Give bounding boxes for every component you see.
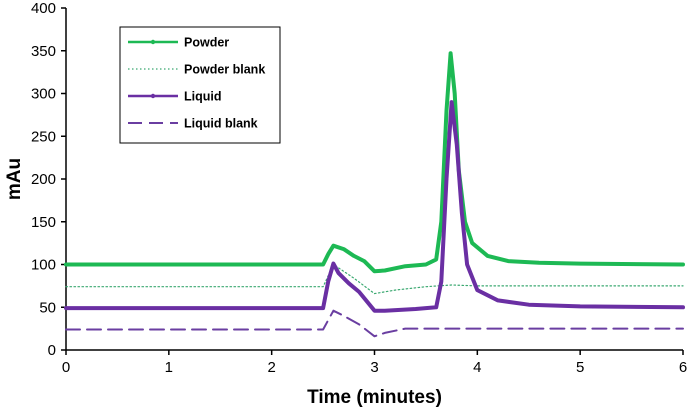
legend-box xyxy=(119,26,281,144)
x-tick-label: 1 xyxy=(165,359,173,376)
legend-marker xyxy=(150,39,156,45)
y-tick-label: 50 xyxy=(39,299,56,316)
legend-label: Liquid xyxy=(184,90,222,104)
series-line-powder xyxy=(64,51,685,274)
y-tick-label: 100 xyxy=(31,257,56,274)
legend-label: Powder xyxy=(184,36,229,50)
series-group xyxy=(64,51,685,338)
y-tick-label: 0 xyxy=(48,342,56,359)
y-tick-label: 300 xyxy=(31,86,56,103)
x-tick-label: 6 xyxy=(679,359,687,376)
y-tick-label: 200 xyxy=(31,171,56,188)
y-tick-label: 150 xyxy=(31,214,56,231)
y-tick-label: 250 xyxy=(31,128,56,145)
y-axis-title: mAu xyxy=(4,158,25,200)
x-tick-label: 0 xyxy=(62,359,70,376)
x-axis-title: Time (minutes) xyxy=(307,387,442,408)
series-line-liquid xyxy=(64,100,685,313)
y-ticks: 0 50 100 150 200 250 300 350 400 xyxy=(31,0,66,359)
x-tick-label: 2 xyxy=(267,359,275,376)
legend-label: Powder blank xyxy=(184,63,265,77)
x-tick-label: 3 xyxy=(370,359,378,376)
legend-marker xyxy=(150,93,156,99)
legend: Powder Powder blank Liquid Liquid blank xyxy=(119,26,281,144)
legend-label: Liquid blank xyxy=(184,117,258,131)
x-tick-label: 4 xyxy=(473,359,481,376)
y-tick-label: 400 xyxy=(31,0,56,17)
series-line-liquid-blank xyxy=(65,309,684,338)
y-tick-label: 350 xyxy=(31,43,56,60)
x-ticks: 0 1 2 3 4 5 6 xyxy=(62,350,687,376)
x-tick-label: 5 xyxy=(576,359,584,376)
